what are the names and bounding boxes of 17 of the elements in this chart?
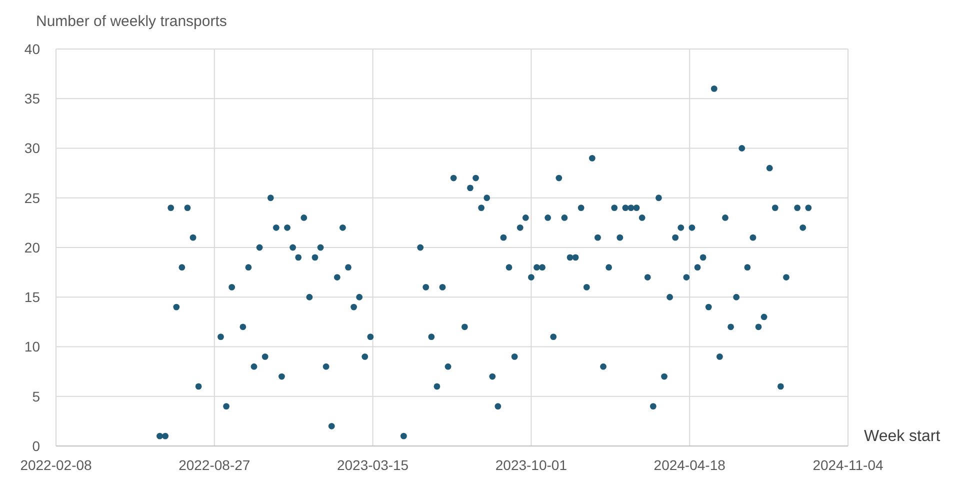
- x-tick-label: 2023-10-01: [495, 457, 568, 473]
- x-axis-title: Week start: [864, 428, 941, 445]
- x-tick-label: 2024-11-04: [812, 457, 884, 473]
- y-tick-label: 25: [24, 190, 40, 206]
- y-tick-label: 0: [32, 438, 40, 454]
- x-tick-label: 2022-08-27: [178, 457, 250, 473]
- y-axis-title: Number of weekly transports: [36, 13, 227, 30]
- y-tick-label: 30: [24, 140, 40, 156]
- x-tick-label: 2022-02-08: [20, 457, 92, 473]
- y-tick-label: 5: [32, 388, 40, 404]
- y-tick-label: 10: [24, 338, 40, 355]
- y-tick-label: 40: [24, 40, 40, 57]
- x-tick-label: 2024-04-18: [654, 457, 726, 473]
- y-tick-label: 15: [24, 289, 40, 306]
- y-tick-label: 20: [24, 239, 40, 256]
- y-tick-label: 35: [24, 90, 40, 107]
- x-tick-label: 2023-03-15: [336, 457, 409, 473]
